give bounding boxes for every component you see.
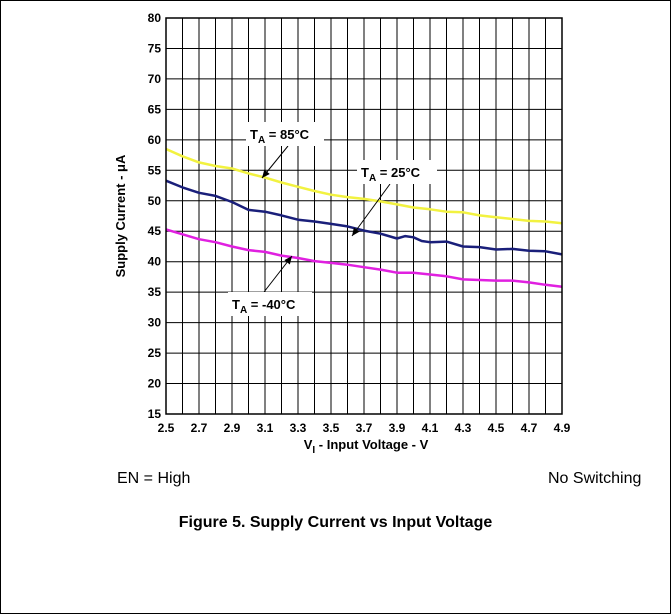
y-tick-label: 15 — [148, 407, 162, 421]
y-tick-label: 65 — [148, 102, 162, 116]
annotation-arrowhead — [352, 227, 360, 236]
annotation-sub: A — [240, 305, 247, 316]
annotation-box — [357, 160, 437, 184]
y-tick-label: 40 — [148, 255, 162, 269]
annotation-leader — [351, 183, 391, 237]
x-tick-labels: 2.5 2.7 2.9 3.1 3.3 3.5 3.7 3.9 4.1 4.3 4.5 4.7 4.9 — [158, 421, 571, 435]
x-tick-label: 2.5 — [158, 421, 175, 435]
supply-current-chart: 15 20 25 30 35 40 45 50 55 60 65 70 75 80 2.5 2.7 2.9 3.… — [113, 11, 571, 456]
y-tick-label: 25 — [148, 346, 162, 360]
plot-border — [165, 17, 563, 415]
x-tick-label: 4.5 — [488, 421, 505, 435]
annotation-label: TA = -40°C — [228, 255, 312, 316]
x-tick-label: 4.9 — [554, 421, 571, 435]
annotation-label: TA = 25°C — [351, 160, 437, 237]
y-tick-label: 50 — [148, 194, 162, 208]
y-tick-labels: 15 20 25 30 35 40 45 50 55 60 65 70 75 80 — [148, 11, 162, 421]
series-lines — [165, 147, 563, 288]
x-tick-label: 3.3 — [290, 421, 307, 435]
y-tick-label: 60 — [148, 133, 162, 147]
x-tick-label: 3.9 — [389, 421, 406, 435]
x-tick-label: 3.5 — [323, 421, 340, 435]
y-tick-label: 80 — [148, 11, 162, 25]
x-tick-label: 4.7 — [521, 421, 538, 435]
annotation-label: TA = 85°C — [246, 122, 324, 179]
x-tick-label: 2.7 — [191, 421, 208, 435]
y-tick-label: 30 — [148, 316, 162, 330]
annotation-arrowhead — [262, 169, 270, 178]
annotation-box — [246, 122, 324, 146]
y-tick-label: 20 — [148, 377, 162, 391]
annotation-value: = 85°C — [265, 127, 309, 142]
y-tick-label: 75 — [148, 41, 162, 55]
x-axis-label-sub: I — [312, 445, 315, 456]
annotation-arrowhead — [284, 256, 292, 265]
y-tick-label: 45 — [148, 224, 162, 238]
x-axis-label-rest: - Input Voltage - V — [315, 437, 428, 452]
annotation-sub: A — [258, 135, 265, 146]
annotation-sub: A — [369, 173, 376, 184]
annotation-text: TA = 25°C — [361, 165, 421, 184]
annotation-prefix: T — [232, 297, 240, 312]
x-tick-label: 4.3 — [455, 421, 472, 435]
x-tick-label: 2.9 — [224, 421, 241, 435]
x-axis-label-main: V — [304, 437, 313, 452]
annotation-value: = 25°C — [376, 165, 420, 180]
y-axis-label: Supply Current - μA — [113, 154, 128, 277]
annotations: TA = 85°CTA = 25°CTA = -40°C — [228, 122, 437, 316]
x-axis-label: VI - Input Voltage - V — [304, 437, 429, 456]
annotation-value: = -40°C — [247, 297, 296, 312]
y-tick-label: 35 — [148, 285, 162, 299]
series-line-25c — [165, 179, 563, 256]
annotation-text: TA = -40°C — [232, 297, 296, 316]
annotation-box — [228, 292, 312, 316]
condition-note-en: EN = High — [117, 470, 191, 487]
grid — [165, 17, 563, 415]
condition-note-switching: No Switching — [548, 470, 642, 487]
x-tick-label: 3.1 — [257, 421, 274, 435]
y-tick-label: 70 — [148, 72, 162, 86]
series-line-minus40c — [165, 228, 563, 288]
y-tick-label: 55 — [148, 163, 162, 177]
x-tick-label: 3.7 — [356, 421, 373, 435]
series-line-85c — [165, 147, 563, 225]
annotation-prefix: T — [361, 165, 369, 180]
annotation-prefix: T — [250, 127, 258, 142]
annotation-text: TA = 85°C — [250, 127, 310, 146]
x-tick-label: 4.1 — [422, 421, 439, 435]
figure-caption: Figure 5. Supply Current vs Input Voltag… — [178, 514, 493, 531]
